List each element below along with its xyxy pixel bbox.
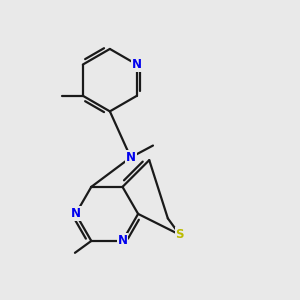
Text: N: N bbox=[126, 151, 136, 164]
Text: S: S bbox=[176, 228, 184, 241]
Text: N: N bbox=[118, 234, 128, 248]
Text: N: N bbox=[132, 58, 142, 71]
Text: N: N bbox=[71, 207, 81, 220]
Text: N: N bbox=[132, 58, 142, 71]
